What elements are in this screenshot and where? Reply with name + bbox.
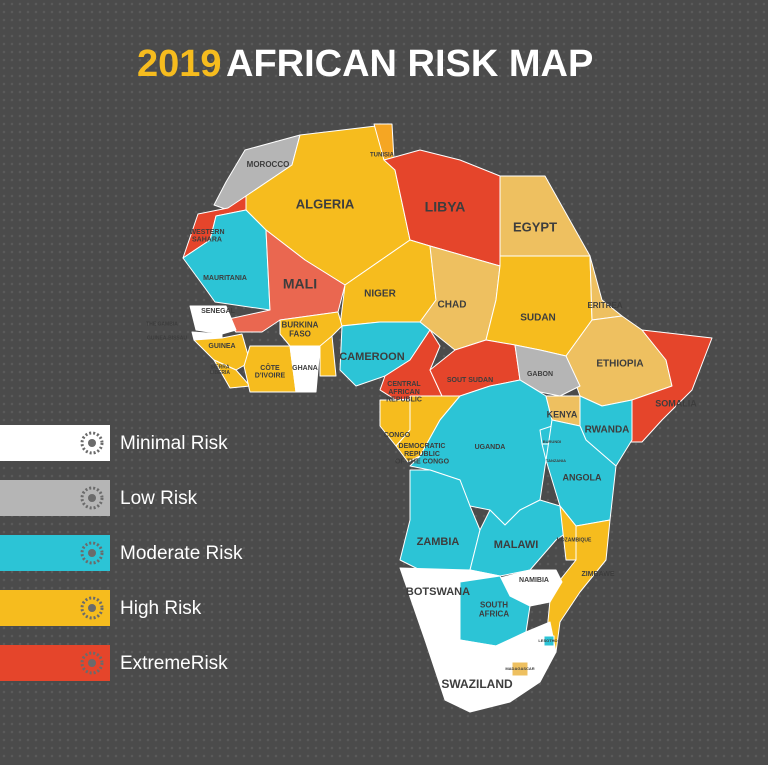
- legend-icon: [80, 431, 104, 455]
- country: [543, 635, 555, 647]
- country-label: FASO: [289, 330, 311, 339]
- legend-label: Minimal Risk: [120, 433, 228, 454]
- country-label: MADAGASCAR: [505, 666, 534, 671]
- legend-icon: [80, 651, 104, 675]
- legend-icon-core: [88, 659, 96, 667]
- country-label: SOUTH: [480, 601, 508, 610]
- country: [511, 661, 529, 677]
- country-label: GUINEA-BISSAU: [147, 335, 187, 341]
- country-label: D'IVOIRE: [255, 373, 286, 380]
- legend-label: Moderate Risk: [120, 543, 243, 564]
- country-label: MALI: [283, 276, 317, 292]
- country-label: CÔTE: [260, 363, 280, 372]
- country: [629, 329, 713, 443]
- country-label: SOUT SUDAN: [447, 377, 493, 384]
- country-label: GHANA: [292, 365, 318, 372]
- country: [485, 255, 593, 357]
- country-label: BURUNDI: [543, 439, 561, 444]
- country-label: SIERRA: [211, 365, 230, 371]
- country-label: SAHARA: [192, 237, 222, 244]
- country-label: ERITREA: [587, 301, 622, 310]
- country: [223, 229, 346, 333]
- country-label: LESOTHO: [538, 638, 557, 643]
- country-label: CAMEROON: [339, 351, 404, 363]
- countries: [182, 123, 713, 713]
- country-label: BOTSWANA: [406, 586, 470, 598]
- legend-label: Low Risk: [120, 488, 198, 509]
- country-label: TANZANIA: [546, 458, 566, 463]
- legend-icon-core: [88, 494, 96, 502]
- legend-label: High Risk: [120, 598, 202, 619]
- country-label: NIGER: [364, 289, 396, 300]
- country-label: WESTERN: [190, 229, 225, 236]
- legend-icon: [80, 541, 104, 565]
- country-label: MOROCCO: [247, 160, 290, 169]
- legend-icon: [80, 596, 104, 620]
- country-label: ZIMBAWE: [581, 571, 614, 578]
- country-label: OF THE CONGO: [395, 459, 450, 466]
- country-label: GABON: [527, 371, 553, 378]
- legend: Minimal Risk Low Risk Moderate Risk High Ri…: [0, 425, 243, 681]
- country-label: ETHIOPIA: [596, 359, 643, 370]
- country: [289, 345, 321, 393]
- country-label: UGANDA: [475, 444, 506, 451]
- country: [589, 255, 623, 321]
- country-label: CONGO: [384, 432, 411, 439]
- country-label: AFRICAN: [388, 389, 420, 396]
- country-label: LIBERIA: [210, 370, 230, 376]
- country-label: TUNISIA: [370, 153, 395, 159]
- country-label: THE GAMBIA: [146, 321, 178, 327]
- country-label: RWANDA: [585, 425, 630, 436]
- country-label: MAURITANIA: [203, 275, 247, 282]
- country-label: SENEGAL: [201, 308, 236, 315]
- country-label: EGYPT: [513, 219, 557, 234]
- country: [243, 345, 297, 393]
- country-label: ALGERIA: [296, 196, 355, 211]
- country-label: SOMALIA: [655, 398, 697, 408]
- legend-icon: [80, 486, 104, 510]
- legend-icon-core: [88, 439, 96, 447]
- country-label: SUDAN: [520, 313, 556, 324]
- legend-icon-core: [88, 549, 96, 557]
- title: AFRICAN RISK MAP: [226, 43, 593, 85]
- country-label: MALAWI: [494, 539, 539, 551]
- country-label: SWAZILAND: [441, 677, 513, 691]
- country-label: REPUBLIC: [386, 397, 422, 404]
- country-label: ANGOLA: [563, 472, 602, 482]
- country-label: AFRICA: [479, 610, 509, 619]
- legend-icon-core: [88, 604, 96, 612]
- country: [195, 317, 225, 327]
- country-label: MOZAMBIQUE: [557, 537, 592, 543]
- country-label: DEMOCRATIC: [399, 443, 446, 450]
- country-label: LIBYA: [425, 199, 466, 215]
- title-year: 2019: [137, 43, 222, 85]
- country: [319, 335, 337, 377]
- country-label: REPUBLIC: [404, 451, 440, 458]
- country-label: NAMIBIA: [519, 577, 549, 584]
- country-label: CENTRAL: [387, 381, 421, 388]
- country-label: ZAMBIA: [417, 536, 460, 548]
- country: [499, 175, 591, 257]
- country-label: CHAD: [438, 300, 467, 311]
- country-label: BURKINA: [282, 321, 319, 330]
- country-label: GUINEA: [208, 343, 235, 350]
- legend-label: ExtremeRisk: [120, 653, 228, 674]
- country-label: KENYA: [547, 409, 578, 419]
